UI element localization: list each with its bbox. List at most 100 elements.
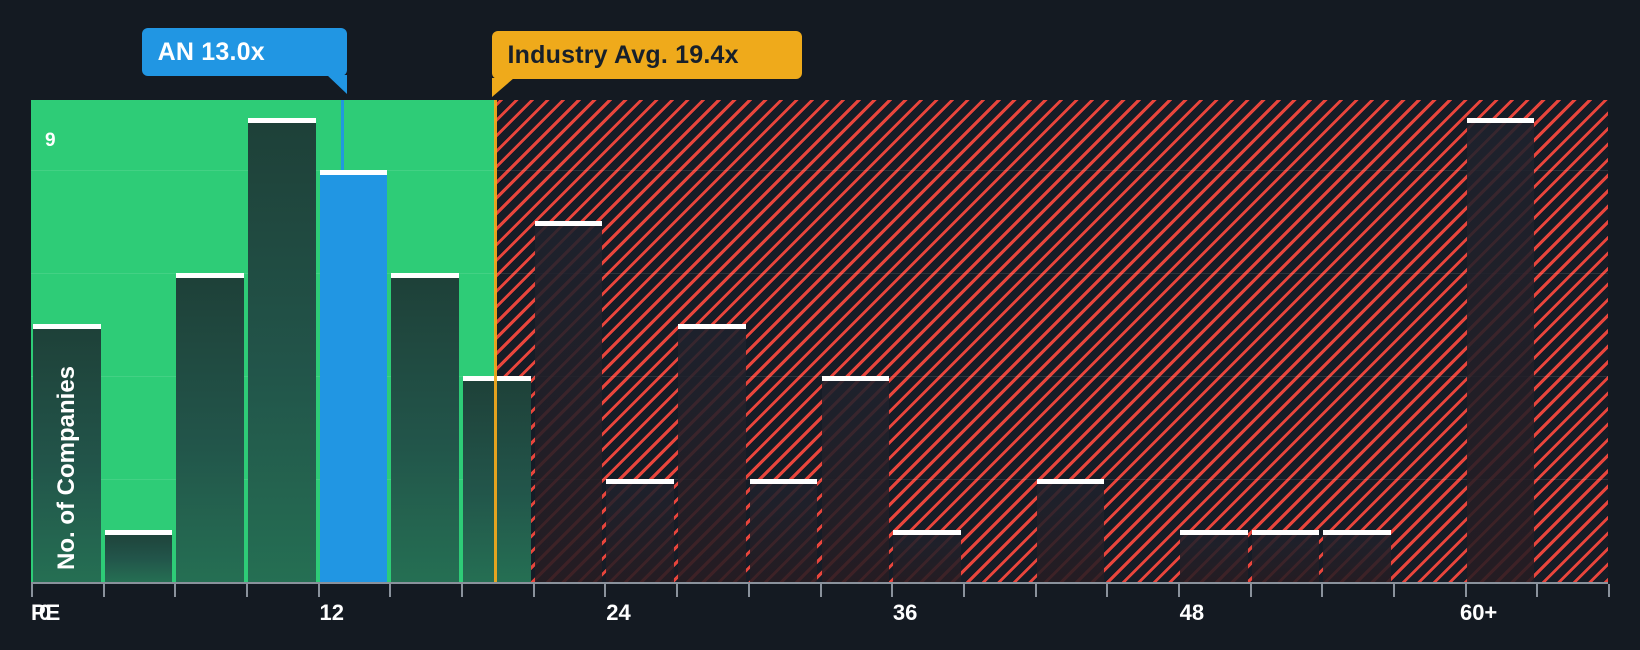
x-tick xyxy=(1321,584,1324,597)
bar-fill xyxy=(606,478,675,582)
bar-fill xyxy=(248,118,316,582)
histogram-bar[interactable] xyxy=(391,272,460,582)
histogram-bar[interactable] xyxy=(1036,478,1105,582)
industry-avg-callout[interactable]: Industry Avg. 19.4x xyxy=(491,31,802,97)
x-tick xyxy=(676,584,679,597)
bar-cap xyxy=(678,324,746,330)
y-axis-max-label: 9 xyxy=(45,130,56,151)
histogram-bar[interactable] xyxy=(1323,530,1391,582)
gridline xyxy=(31,478,1608,480)
bar-fill xyxy=(1251,530,1320,582)
bar-cap xyxy=(1036,478,1105,484)
bar-fill xyxy=(463,375,531,582)
x-tick xyxy=(1177,584,1180,597)
x-tick xyxy=(747,584,750,597)
x-tick xyxy=(532,584,535,597)
x-tick xyxy=(389,584,392,597)
histogram-bar[interactable] xyxy=(1251,530,1320,582)
bar-cap xyxy=(821,375,890,381)
x-tick xyxy=(1608,584,1610,597)
x-tick xyxy=(174,584,177,597)
industry-avg-label: Industry Avg. 19.4x xyxy=(507,40,739,69)
x-tick-label: 36 xyxy=(892,600,918,625)
x-tick xyxy=(962,584,965,597)
company-pe-callout[interactable]: AN 13.0x xyxy=(141,28,347,94)
bar-fill xyxy=(1323,530,1391,582)
x-axis-line xyxy=(31,582,1608,584)
bar-fill xyxy=(678,324,746,582)
x-tick xyxy=(1034,584,1037,597)
histogram-bar[interactable] xyxy=(319,169,388,582)
bar-cap xyxy=(1323,530,1391,536)
bar-cap xyxy=(749,478,818,484)
x-tick-label: 12 xyxy=(319,600,344,625)
bar-fill xyxy=(893,530,961,582)
x-tick xyxy=(461,584,464,597)
histogram-bar[interactable] xyxy=(749,478,818,582)
x-tick xyxy=(1106,584,1109,597)
x-tick xyxy=(1392,584,1395,597)
histogram-bar[interactable] xyxy=(534,221,603,582)
bar-fill xyxy=(319,169,388,582)
bar-fill xyxy=(176,272,245,582)
plot-area xyxy=(31,100,1608,582)
gridline xyxy=(31,272,1608,274)
marker-line-company xyxy=(340,100,344,170)
x-tick xyxy=(102,584,105,597)
bar-cap xyxy=(1466,118,1535,123)
bar-fill xyxy=(391,272,460,582)
bar-fill xyxy=(821,375,890,582)
gridline xyxy=(31,169,1608,171)
histogram-bar[interactable] xyxy=(104,530,173,582)
gridline xyxy=(31,375,1608,377)
x-tick xyxy=(604,584,607,597)
histogram-bar[interactable] xyxy=(678,324,746,582)
x-tick xyxy=(1464,584,1467,597)
bar-fill xyxy=(33,324,101,582)
bar-cap xyxy=(463,375,531,381)
x-tick-label: 48 xyxy=(1179,600,1205,625)
x-tick-label: 24 xyxy=(606,600,631,625)
x-tick xyxy=(317,584,320,597)
histogram-bar[interactable] xyxy=(248,118,316,582)
x-tick xyxy=(246,584,249,597)
x-tick xyxy=(31,584,33,597)
bar-cap xyxy=(534,221,603,227)
x-tick xyxy=(1249,584,1252,597)
x-tick-label: 60+ xyxy=(1459,600,1498,625)
histogram-bar[interactable] xyxy=(606,478,675,582)
x-tick xyxy=(1536,584,1539,597)
histogram-bar[interactable] xyxy=(463,375,531,582)
bar-cap xyxy=(33,324,101,330)
bar-fill xyxy=(104,530,173,582)
bar-fill xyxy=(534,221,603,582)
bar-cap xyxy=(391,272,460,278)
bar-cap xyxy=(606,478,675,484)
x-axis-title: PE xyxy=(31,600,61,625)
bar-fill xyxy=(1179,530,1248,582)
company-pe-label: AN 13.0x xyxy=(157,37,265,66)
histogram-bar[interactable] xyxy=(1179,530,1248,582)
bar-cap xyxy=(176,272,245,278)
marker-line-industry xyxy=(493,100,497,582)
x-tick-label: 0 xyxy=(38,600,52,625)
bar-fill xyxy=(1036,478,1105,582)
histogram-bar[interactable] xyxy=(893,530,961,582)
y-axis-title: No. of Companies xyxy=(53,365,80,570)
bar-cap xyxy=(1179,530,1248,536)
x-tick xyxy=(891,584,894,597)
bar-fill xyxy=(749,478,818,582)
histogram-bar[interactable] xyxy=(176,272,245,582)
histogram-bar[interactable] xyxy=(821,375,890,582)
bar-cap xyxy=(893,530,961,536)
x-tick xyxy=(819,584,822,597)
bar-fill xyxy=(1466,118,1535,582)
callout-tail-icon xyxy=(491,78,514,97)
histogram-bar[interactable] xyxy=(1466,118,1535,582)
bar-cap xyxy=(319,169,388,175)
histogram-bar[interactable] xyxy=(33,324,101,582)
bar-cap xyxy=(1251,530,1320,536)
bar-cap xyxy=(248,118,316,123)
bar-cap xyxy=(104,530,173,536)
